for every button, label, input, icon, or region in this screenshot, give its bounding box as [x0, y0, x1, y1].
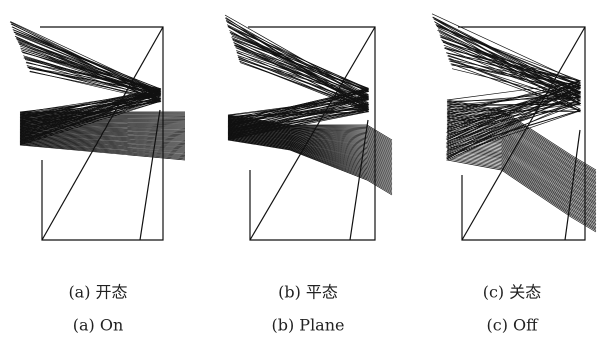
caption-en: (a) On — [73, 316, 124, 335]
caption-en: (b) Plane — [271, 316, 344, 335]
caption-en: (c) Off — [486, 316, 539, 335]
page: (a) 开态 (a) On (b) 平态 (b) Plane (c) 关态 (c… — [0, 0, 597, 339]
caption-zh: (b) 平态 — [278, 283, 338, 302]
caption-zh: (a) 开态 — [68, 283, 127, 302]
caption-zh: (c) 关态 — [483, 283, 542, 302]
figure: (a) 开态 (a) On (b) 平态 (b) Plane (c) 关态 (c… — [0, 0, 597, 339]
